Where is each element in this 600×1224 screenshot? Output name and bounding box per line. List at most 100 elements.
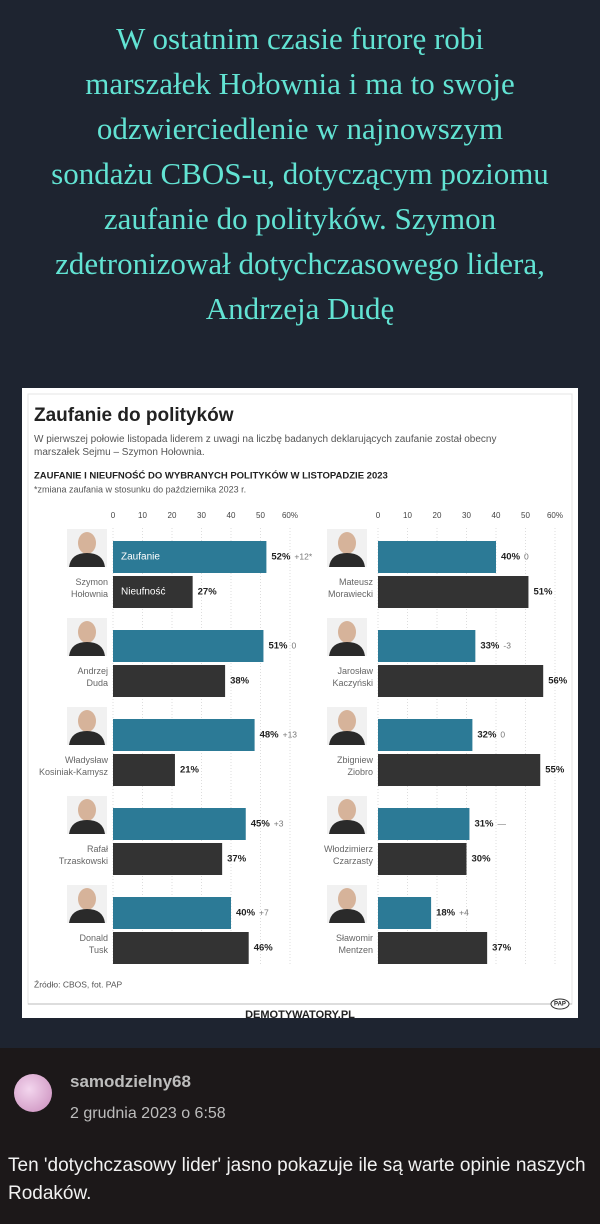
site-name: DEMOTYWATORY.PL — [245, 1009, 355, 1021]
x-tick-label: 40 — [492, 511, 501, 520]
value-label: 37% — [227, 854, 247, 865]
x-tick-label: 50 — [521, 511, 530, 520]
bar — [113, 665, 226, 697]
portrait-head — [338, 888, 356, 910]
bar — [113, 719, 255, 751]
category-label: Andrzej Duda — [77, 666, 108, 688]
change-label: 0 — [291, 640, 296, 650]
bar — [378, 576, 529, 608]
bar — [378, 541, 496, 573]
value-label: 56% — [548, 676, 568, 687]
bar — [113, 932, 249, 964]
bar — [378, 630, 476, 662]
portrait-head — [338, 710, 356, 732]
x-tick-label: 50 — [256, 511, 265, 520]
portrait-head — [338, 532, 356, 554]
bar — [113, 630, 264, 662]
chart-source: Źródło: CBOS, fot. PAP — [34, 979, 123, 989]
portrait-body — [329, 731, 365, 745]
bar — [378, 932, 488, 964]
value-label: 31% — [474, 819, 494, 830]
x-tick-label: 0 — [111, 511, 116, 520]
bar — [113, 754, 175, 786]
value-label: 51% — [268, 641, 288, 652]
category-label: Włodzimierz Czarzasty — [324, 844, 374, 866]
portrait-head — [78, 888, 96, 910]
change-label: +12* — [294, 551, 312, 561]
bar — [113, 808, 246, 840]
value-label: 32% — [477, 730, 497, 741]
change-label: +7 — [259, 907, 269, 917]
x-tick-label: 60% — [547, 511, 563, 520]
bar — [113, 843, 223, 875]
x-tick-label: 0 — [376, 511, 381, 520]
bar — [378, 897, 432, 929]
value-label: 52% — [271, 552, 291, 563]
value-label: 46% — [254, 943, 274, 954]
x-tick-label: 10 — [403, 511, 412, 520]
bar — [378, 754, 541, 786]
category-label: Władysław Kosiniak-Kamysz — [39, 755, 109, 777]
comment-text: Ten 'dotychczasowy lider' jasno pokazuje… — [8, 1155, 586, 1204]
chart-panel — [22, 388, 578, 1018]
chart-title: Zaufanie do polityków — [34, 405, 234, 426]
category-label: Zbigniew Ziobro — [337, 755, 374, 777]
legend-label: Nieufność — [121, 587, 165, 598]
bar — [378, 808, 470, 840]
portrait-body — [329, 642, 365, 656]
change-label: 0 — [524, 551, 529, 561]
change-label: +13 — [283, 729, 298, 739]
x-tick-label: 10 — [138, 511, 147, 520]
x-tick-label: 20 — [168, 511, 177, 520]
category-label: Donald Tusk — [79, 933, 108, 955]
portrait-body — [329, 820, 365, 834]
portrait-head — [338, 799, 356, 821]
chart-heading: ZAUFANIE I NIEUFNOŚĆ DO WYBRANYCH POLITY… — [34, 470, 388, 482]
x-tick-label: 30 — [197, 511, 206, 520]
avatar[interactable] — [14, 1074, 52, 1112]
value-label: 27% — [198, 587, 218, 598]
value-label: 55% — [545, 765, 565, 776]
bar — [113, 541, 267, 573]
portrait-head — [78, 532, 96, 554]
x-tick-label: 60% — [282, 511, 298, 520]
portrait-body — [69, 820, 105, 834]
value-label: 48% — [260, 730, 280, 741]
chart-note: *zmiana zaufania w stosunku do październ… — [34, 484, 246, 494]
portrait-body — [69, 909, 105, 923]
value-label: 21% — [180, 765, 200, 776]
portrait-head — [78, 799, 96, 821]
change-label: 0 — [500, 729, 505, 739]
value-label: 45% — [251, 819, 271, 830]
change-label: +3 — [274, 818, 284, 828]
portrait-head — [78, 710, 96, 732]
comment-user[interactable]: samodzielny68 — [70, 1072, 191, 1091]
value-label: 37% — [492, 943, 512, 954]
legend-label: Zaufanie — [121, 552, 160, 563]
portrait-body — [329, 553, 365, 567]
value-label: 38% — [230, 676, 250, 687]
logo: PAP — [554, 1002, 566, 1008]
value-label: 18% — [436, 908, 456, 919]
category-label: Szymon Hołownia — [71, 577, 108, 599]
comment-date: 2 grudnia 2023 o 6:58 — [70, 1105, 226, 1122]
value-label: 51% — [533, 587, 553, 598]
logo-badge — [550, 998, 570, 1010]
bar — [378, 843, 467, 875]
portrait-body — [69, 731, 105, 745]
comment-area — [0, 1048, 600, 1224]
value-label: 40% — [501, 552, 521, 563]
category-label: Rafał Trzaskowski — [59, 844, 108, 866]
header-text: W ostatnim czasie furorę robi marszałek … — [51, 21, 549, 326]
change-label: — — [497, 818, 506, 828]
bar — [113, 576, 193, 608]
bar — [113, 897, 231, 929]
value-label: 33% — [480, 641, 500, 652]
portrait-body — [329, 909, 365, 923]
category-label: Jarosław Kaczyński — [332, 666, 373, 688]
change-label: -3 — [503, 640, 511, 650]
portrait-body — [69, 553, 105, 567]
value-label: 30% — [472, 854, 492, 865]
